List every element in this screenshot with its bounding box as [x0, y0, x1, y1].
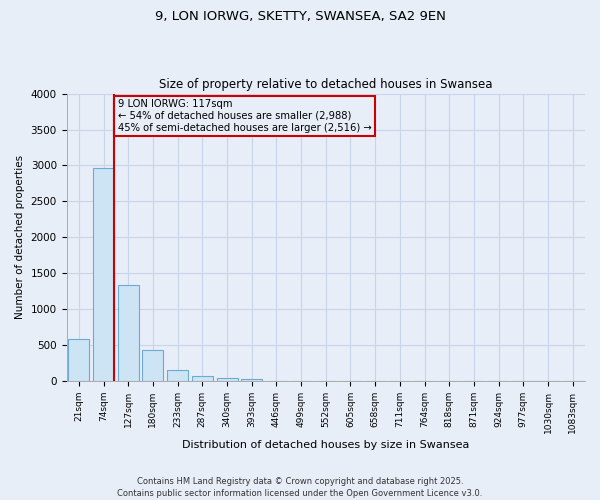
Bar: [142, 350, 163, 381]
Text: 9 LON IORWG: 117sqm
← 54% of detached houses are smaller (2,988)
45% of semi-det: 9 LON IORWG: 117sqm ← 54% of detached ho…: [118, 100, 371, 132]
Bar: [192, 376, 213, 381]
Title: Size of property relative to detached houses in Swansea: Size of property relative to detached ho…: [159, 78, 493, 91]
Y-axis label: Number of detached properties: Number of detached properties: [15, 156, 25, 320]
Text: Contains HM Land Registry data © Crown copyright and database right 2025.
Contai: Contains HM Land Registry data © Crown c…: [118, 476, 482, 498]
X-axis label: Distribution of detached houses by size in Swansea: Distribution of detached houses by size …: [182, 440, 469, 450]
Bar: [167, 370, 188, 381]
Bar: [241, 379, 262, 381]
Text: 9, LON IORWG, SKETTY, SWANSEA, SA2 9EN: 9, LON IORWG, SKETTY, SWANSEA, SA2 9EN: [155, 10, 445, 23]
Bar: [217, 378, 238, 381]
Bar: [68, 340, 89, 381]
Bar: [118, 285, 139, 381]
Bar: [93, 168, 114, 381]
